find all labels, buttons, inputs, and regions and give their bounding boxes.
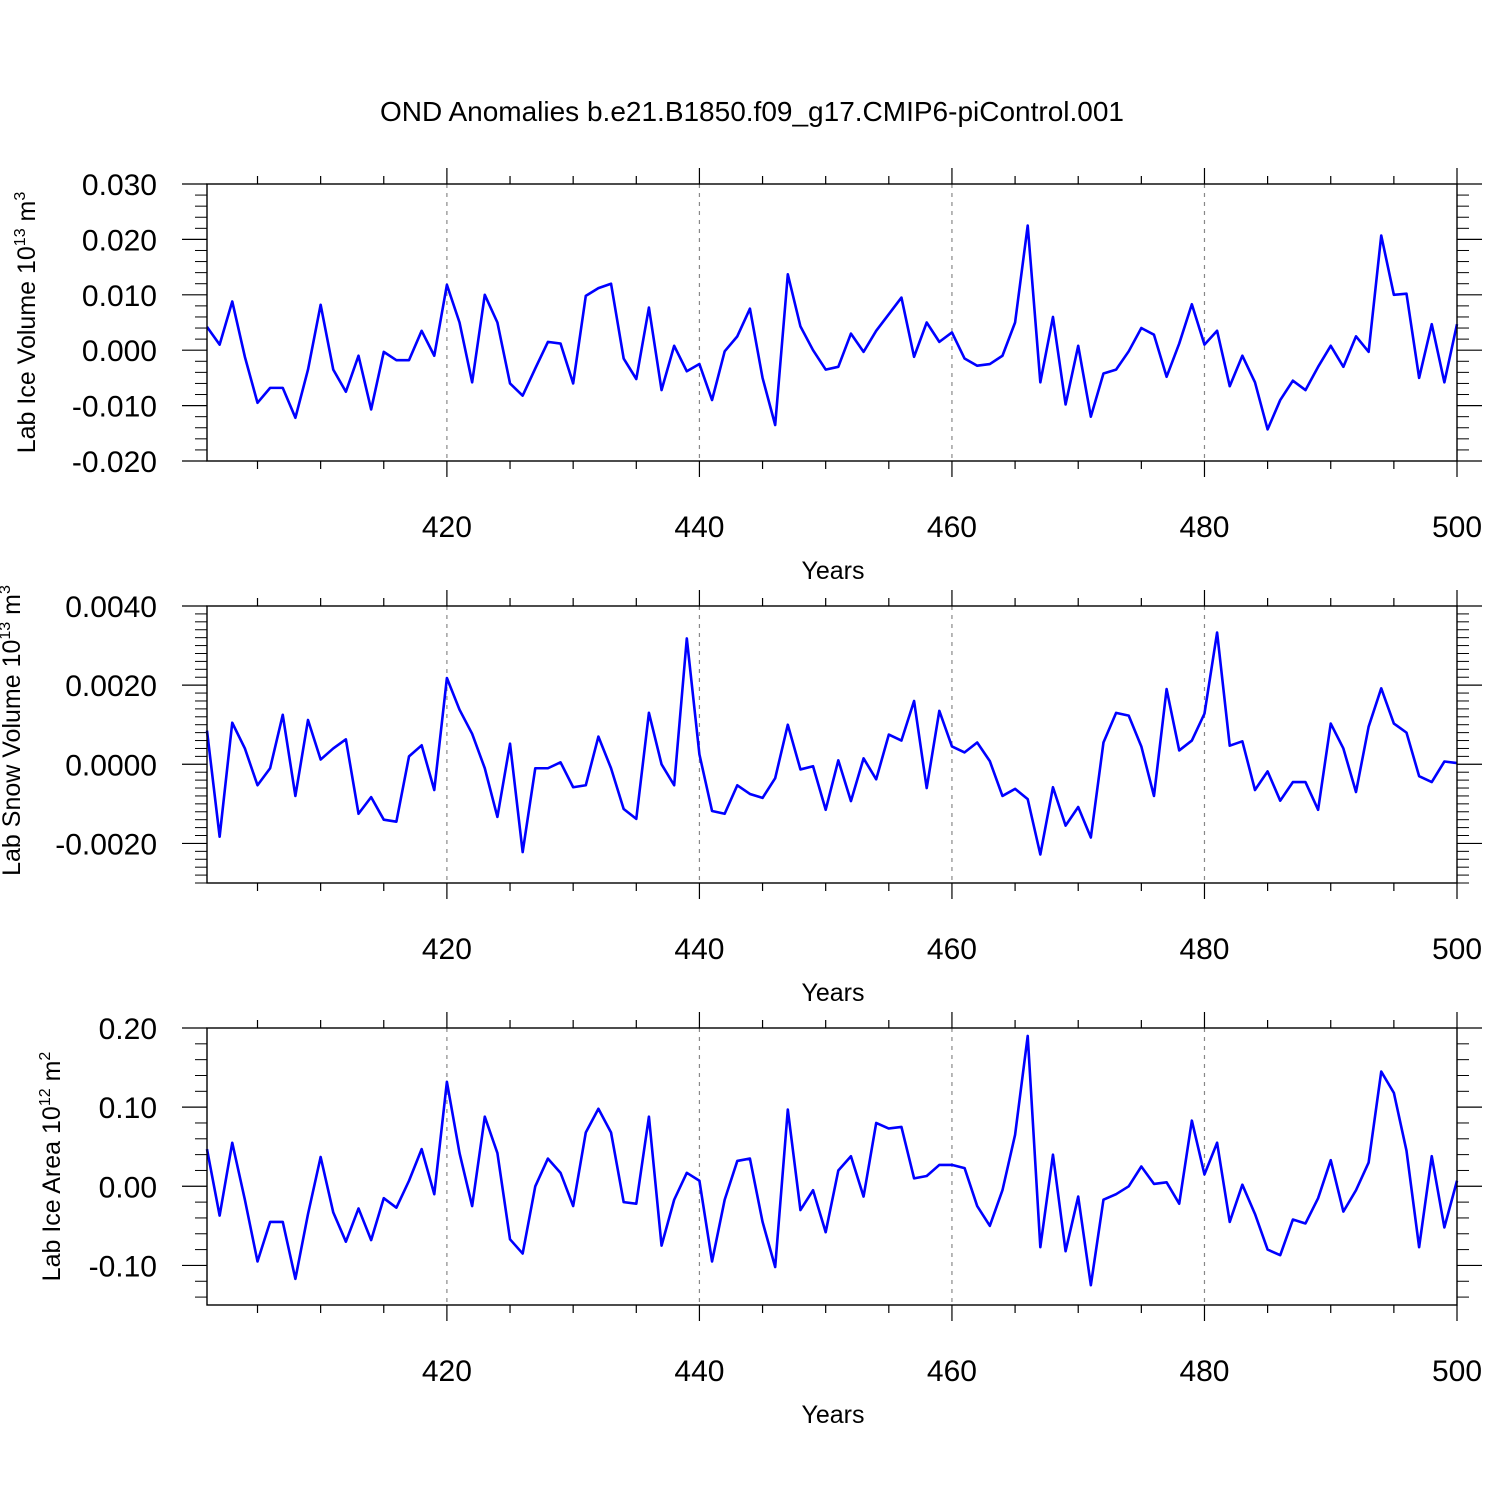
y-label-exponent: 13 (12, 228, 29, 246)
y-tick-label: 0.00 (99, 1171, 157, 1204)
y-tick-label: 0.000 (82, 335, 157, 368)
x-tick-label: 500 (1432, 511, 1482, 544)
plot-frame (206, 605, 1458, 884)
y-tick-label: 0.020 (82, 224, 157, 257)
y-tick-label: 0.10 (99, 1092, 157, 1125)
y-tick-label: -0.10 (89, 1250, 157, 1283)
y-label-unit: m (0, 594, 26, 622)
plot-frame (206, 1027, 1458, 1306)
x-tick-label: 440 (674, 1355, 724, 1388)
y-tick-label: -0.010 (72, 391, 157, 424)
y-tick-label: 0.0000 (65, 749, 157, 782)
y-label-unit: m (38, 1061, 66, 1089)
y-tick-label: 0.030 (82, 169, 157, 202)
x-tick-label: 480 (1179, 933, 1229, 966)
y-label-exponent: 13 (0, 622, 14, 640)
y-axis-label: Lab Ice Area 1012 m2 (37, 1052, 66, 1282)
figure-title: OND Anomalies b.e21.B1850.f09_g17.CMIP6-… (380, 96, 1124, 127)
y-tick-label: 0.010 (82, 280, 157, 313)
y-tick-label: 0.20 (99, 1013, 157, 1046)
x-tick-label: 420 (422, 1355, 472, 1388)
y-tick-label: 0.0020 (65, 670, 157, 703)
x-tick-label: 480 (1179, 1355, 1229, 1388)
y-tick-label: -0.020 (72, 446, 157, 479)
plot-frame (206, 183, 1458, 462)
y-label-unit-exponent: 2 (37, 1052, 54, 1061)
x-tick-label: 480 (1179, 511, 1229, 544)
y-axis-label: Lab Ice Volume 1013 m3 (12, 192, 41, 454)
x-tick-label: 460 (927, 933, 977, 966)
y-label-text: Lab Ice Volume 10 (13, 246, 41, 453)
y-label-text: Lab Ice Area 10 (38, 1106, 66, 1281)
series-line (205, 1034, 1459, 1287)
panel-1: 420 440 460 480 500 -0.020 -0.010 0.000 0.010 0.0… (12, 168, 1482, 585)
y-axis-label: Lab Snow Volume 1013 m3 (0, 585, 26, 876)
x-tick-label: 420 (422, 511, 472, 544)
x-tick-label: 500 (1432, 933, 1482, 966)
x-axis-label: Years (801, 979, 864, 1007)
x-tick-label: 440 (674, 511, 724, 544)
x-tick-label: 500 (1432, 1355, 1482, 1388)
x-tick-label: 460 (927, 1355, 977, 1388)
panel-2: 420 440 460 480 500 -0.0020 0.0000 0.0020 0.0040… (0, 585, 1482, 1007)
x-tick-label: 460 (927, 511, 977, 544)
series-line (205, 224, 1459, 431)
y-label-unit: m (13, 201, 41, 229)
y-label-unit-exponent: 3 (0, 585, 14, 594)
series-line (205, 631, 1458, 856)
y-label-exponent: 12 (37, 1088, 54, 1106)
panels: 420 440 460 480 500 -0.020 -0.010 0.000 0.010 0.0… (0, 168, 1482, 1429)
x-tick-label: 440 (674, 933, 724, 966)
y-tick-label: 0.0040 (65, 591, 157, 624)
y-label-text: Lab Snow Volume 10 (0, 640, 26, 876)
panel-3: 420 440 460 480 500 -0.10 0.00 0.10 0.20 Years Lab… (37, 1012, 1482, 1429)
x-axis-label: Years (801, 557, 864, 585)
x-axis-label: Years (801, 1401, 864, 1429)
y-label-unit-exponent: 3 (12, 192, 29, 201)
y-tick-label: -0.0020 (55, 828, 157, 861)
x-tick-label: 420 (422, 933, 472, 966)
